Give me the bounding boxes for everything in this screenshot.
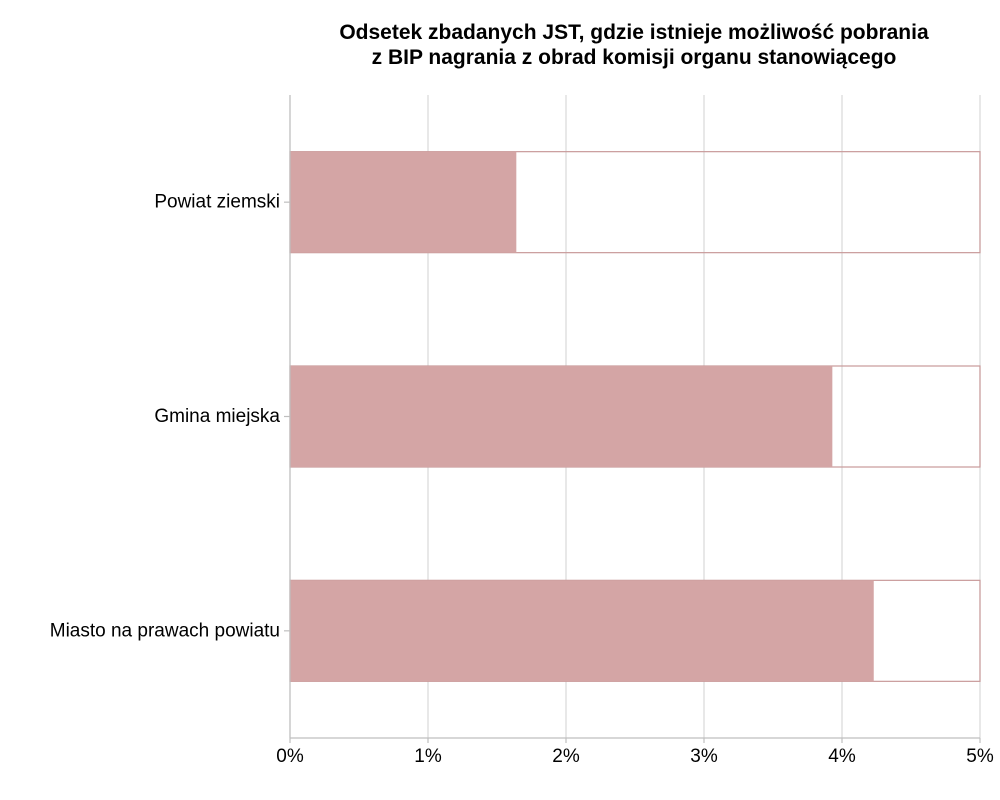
chart-title: Odsetek zbadanych JST, gdzie istnieje mo…	[260, 20, 1000, 70]
x-tick-label-1: 1%	[414, 746, 442, 767]
x-tick-label-3: 3%	[690, 746, 718, 767]
y-tick-label-2: Miasto na prawach powiatu	[50, 620, 280, 641]
x-tick-label-4: 4%	[828, 746, 856, 767]
bar-1	[290, 366, 833, 467]
y-tick-label-0: Powiat ziemski	[154, 192, 280, 213]
x-tick-label-0: 0%	[276, 746, 304, 767]
chart-title-line-2: z BIP nagrania z obrad komisji organu st…	[371, 46, 897, 69]
x-tick-label-5: 5%	[966, 746, 994, 767]
bar-2	[290, 580, 874, 682]
bar-0	[290, 151, 517, 253]
x-tick-label-2: 2%	[552, 746, 580, 767]
y-tick-label-1: Gmina miejska	[154, 406, 280, 427]
chart-title-line-1: Odsetek zbadanych JST, gdzie istnieje mo…	[339, 21, 929, 44]
